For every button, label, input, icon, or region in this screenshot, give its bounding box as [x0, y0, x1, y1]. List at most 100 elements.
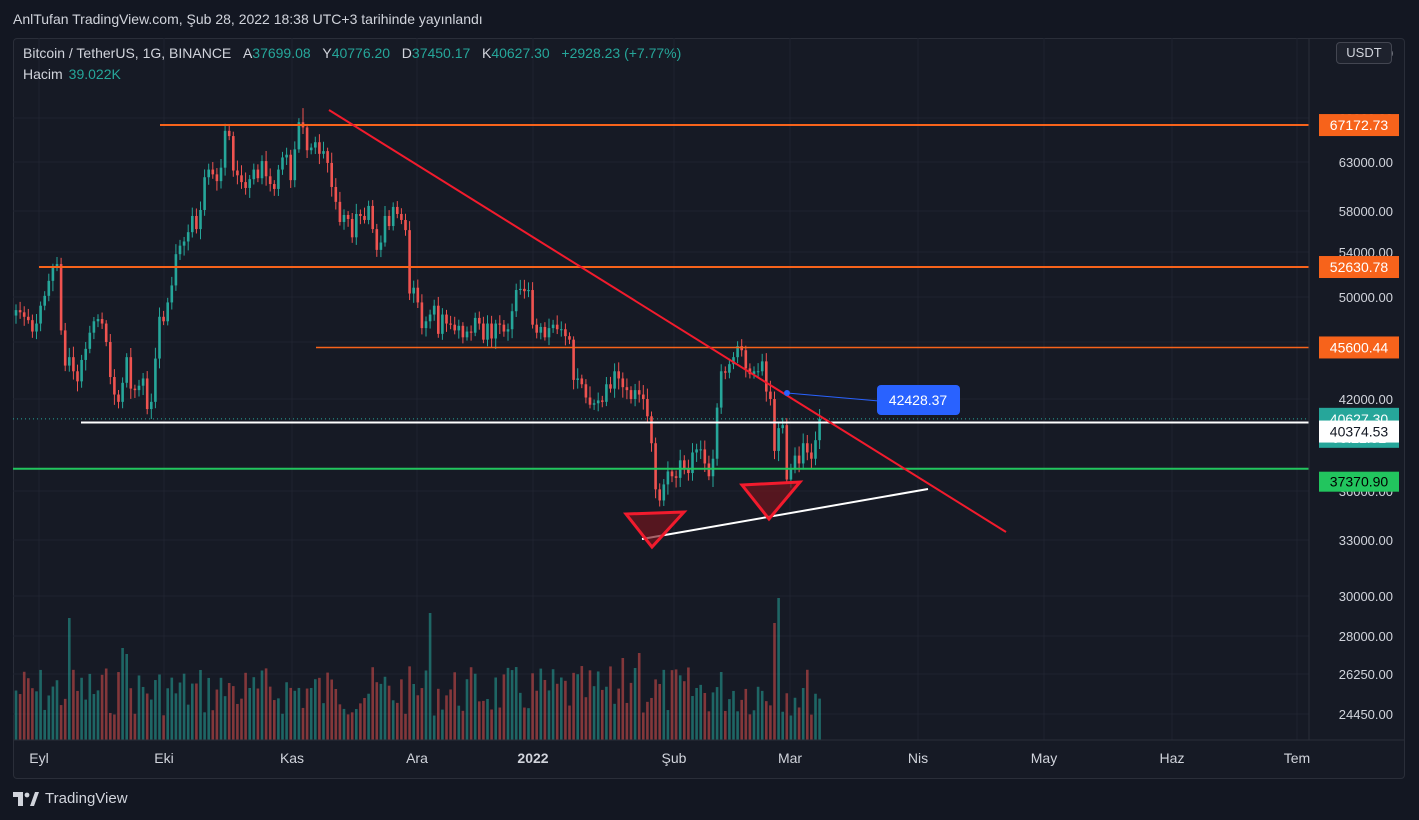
volume-bar	[109, 712, 112, 740]
candle-body	[810, 452, 813, 459]
candle-body	[199, 209, 202, 230]
candle-body	[367, 205, 370, 220]
volume-bar	[309, 687, 313, 740]
time-tick-label: May	[1031, 750, 1057, 766]
volume-bar	[773, 623, 776, 740]
volume-bar	[59, 705, 63, 740]
volume-bar	[654, 679, 657, 740]
candle-body	[104, 323, 108, 342]
volume-bar	[453, 672, 456, 740]
candle-body	[170, 285, 174, 303]
volume-bar	[199, 669, 202, 740]
volume-bar	[678, 675, 682, 740]
candle-body	[728, 364, 731, 373]
volume-bar	[363, 698, 366, 740]
volume-bar	[268, 686, 272, 740]
bottom-triangle-2	[739, 480, 804, 522]
candle-body	[96, 319, 100, 322]
volume-bar	[576, 674, 579, 740]
candle-body	[773, 399, 776, 451]
volume-bar	[330, 679, 333, 740]
volume-bar	[457, 705, 461, 740]
callout-anchor	[784, 390, 790, 396]
candle-body	[637, 390, 641, 395]
candle-body	[633, 390, 637, 399]
candle-body	[609, 384, 612, 389]
candle-body	[736, 346, 739, 358]
volume-bar	[629, 682, 633, 740]
candle-body	[584, 384, 588, 398]
candle-body	[277, 169, 280, 189]
candle-body	[285, 154, 288, 158]
price-axis[interactable]: 24450.00 26250.00 28000.00 30000.00 33000.00…	[1308, 38, 1393, 740]
candle-body	[502, 324, 506, 332]
volume-bar	[445, 695, 448, 740]
volume-bar	[150, 699, 153, 740]
candle-body	[191, 215, 194, 233]
candle-body	[428, 314, 432, 322]
candle-body	[293, 149, 297, 181]
volume-bar	[211, 710, 215, 740]
time-tick-label: Nis	[908, 750, 928, 766]
volume-bar	[420, 688, 424, 740]
candle-body	[268, 176, 272, 185]
price-tick-label: 24450.00	[1339, 707, 1393, 722]
volume-bar	[387, 685, 391, 740]
candle-body	[137, 385, 141, 391]
high-value: 40776.20	[331, 45, 391, 61]
candle-body	[47, 280, 51, 296]
candle-body	[642, 394, 645, 399]
volume-bar	[506, 667, 510, 740]
candle-body	[100, 319, 104, 324]
candle-body	[158, 316, 161, 359]
volume-bar	[252, 677, 256, 740]
open-label: A	[242, 45, 253, 61]
candle-body	[719, 371, 723, 408]
volume-bar	[88, 673, 92, 740]
footer-brand[interactable]: TradingView	[13, 790, 128, 807]
currency-button[interactable]: USDT	[1336, 42, 1392, 64]
volume-bar	[174, 693, 178, 740]
candle-body	[248, 179, 251, 188]
candle-body	[547, 328, 551, 338]
symbol-title[interactable]: Bitcoin / TetherUS, 1G, BINANCE	[23, 45, 232, 61]
price-tick-label: 42000.00	[1339, 392, 1393, 407]
volume-bar	[396, 702, 399, 740]
volume-bar	[519, 692, 522, 740]
volume-bar	[68, 618, 71, 740]
candle-body	[806, 443, 809, 453]
candle-body	[498, 323, 502, 325]
price-chart[interactable]: 42428.37 24450.00 26250.00 28000.00 30000.0…	[13, 38, 1405, 779]
drawings[interactable]: 42428.37	[13, 109, 1309, 550]
candle-body	[162, 316, 165, 322]
volume-bar	[256, 688, 260, 740]
candle-body	[797, 455, 801, 464]
volume-bar	[547, 690, 551, 740]
open-value: 37699.08	[252, 45, 311, 61]
candle-body	[445, 314, 448, 324]
volume-label[interactable]: Hacim	[23, 66, 63, 82]
volume-bar	[633, 668, 637, 740]
candle-body	[703, 449, 707, 464]
candle-body	[416, 287, 420, 303]
candle-body	[420, 302, 424, 329]
volume-bar	[510, 670, 514, 740]
volume-bar	[301, 707, 305, 740]
volume-bar	[133, 713, 137, 740]
volume-bar	[588, 670, 592, 740]
candle-body	[625, 387, 629, 391]
candle-body	[236, 170, 239, 176]
volume-bar	[334, 689, 338, 740]
volume-bar	[551, 669, 555, 740]
tag-45600	[1319, 336, 1399, 359]
candle-body	[297, 122, 301, 150]
volume-bar	[473, 673, 477, 740]
volume-bar	[740, 699, 743, 740]
volume-bar	[186, 704, 190, 740]
candle-body	[379, 242, 383, 250]
volume-bar	[580, 666, 584, 740]
candle-body	[560, 329, 563, 331]
candle-body	[154, 358, 157, 402]
time-axis[interactable]: Eyl Eki Kas Ara 2022 Şub Mar Nis May Haz Tem	[13, 739, 1405, 766]
price-tick-label: 28000.00	[1339, 629, 1393, 644]
